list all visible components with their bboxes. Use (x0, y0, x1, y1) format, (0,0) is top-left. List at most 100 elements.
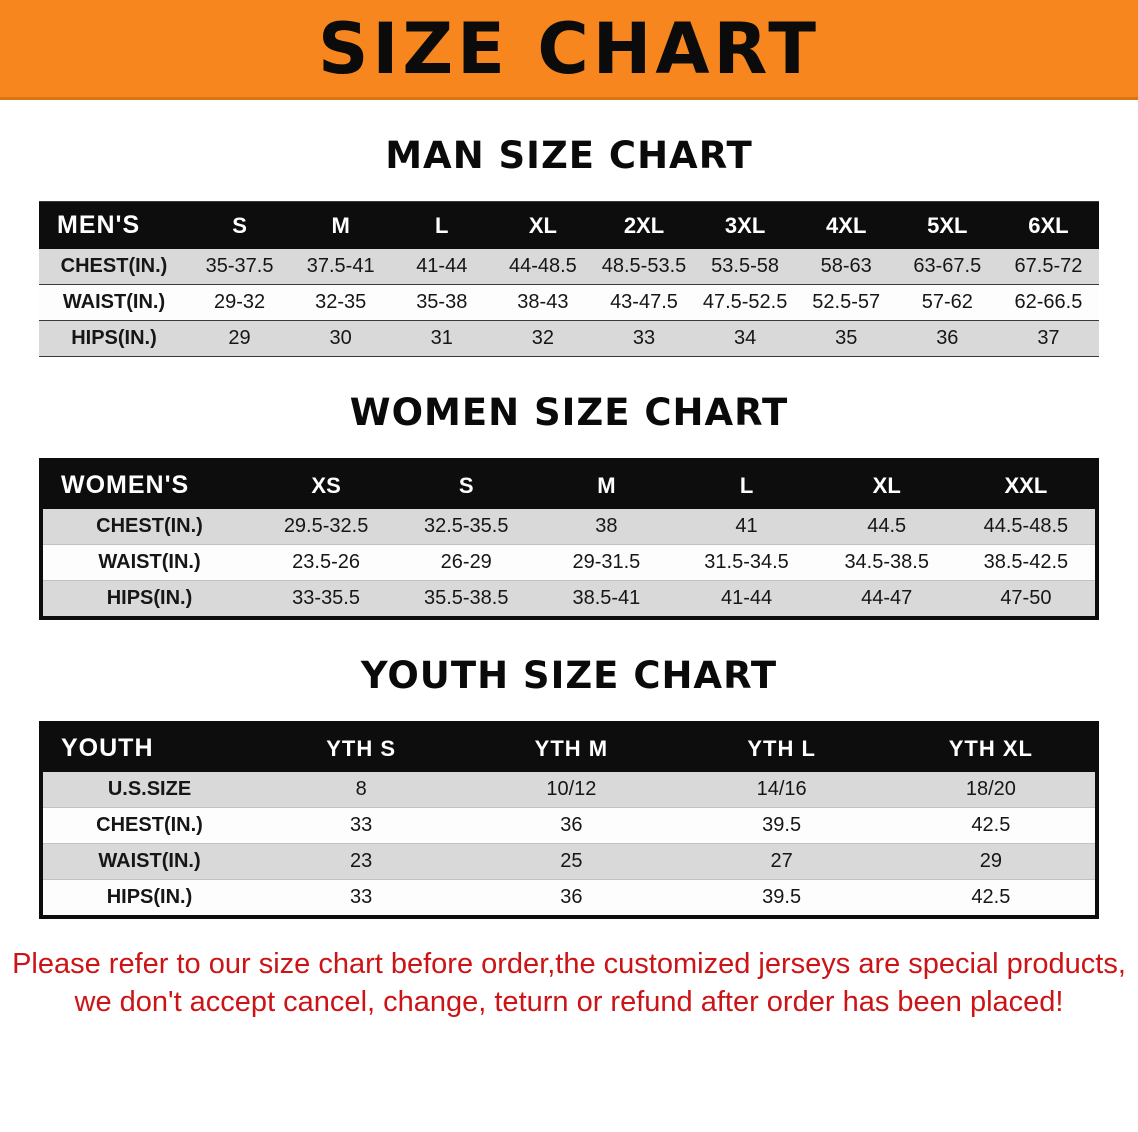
table-header-row: WOMEN'S XS S M L XL XXL (41, 460, 1097, 509)
table-corner-label: YOUTH (41, 723, 256, 772)
table-cell: 67.5-72 (1014, 255, 1083, 277)
column-header: XXL (956, 460, 1097, 509)
table-row: HIPS(IN.) 33-35.5 35.5-38.5 38.5-41 41-44 44-… (41, 580, 1097, 618)
table-row: CHEST(IN.) 33 36 39.5 42.5 (41, 807, 1097, 844)
size-chart-section-0: MAN SIZE CHART MEN'S S M L XL 2XL 3XL 4XL 5XL 6XL C… (0, 134, 1138, 357)
size-table-1: WOMEN'S XS S M L XL XXL CHEST(IN.) 29.5-32.5 32.5… (39, 458, 1099, 620)
notice-line-1: Please refer to our size chart before or… (12, 948, 1126, 980)
table-cell: 35-38 (416, 291, 468, 313)
column-header: YTH M (466, 723, 677, 772)
column-header: YTH XL (886, 723, 1097, 772)
table-row: CHEST(IN.) 29.5-32.5 32.5-35.5 38 41 44.5 44.5… (41, 509, 1097, 545)
notice-line-2: we don't accept cancel, change, teturn o… (74, 986, 1064, 1019)
size-table-0: MEN'S S M L XL 2XL 3XL 4XL 5XL 6XL CHEST(IN.) 35-37… (39, 201, 1099, 357)
table-cell: 34.5-38.5 (844, 551, 929, 573)
size-chart-section-1: WOMEN SIZE CHART WOMEN'S XS S M L XL XXL CHEST(I… (0, 391, 1138, 620)
column-header: L (676, 460, 817, 509)
row-label: WAIST(IN.) (62, 291, 166, 313)
table-cell: 29 (979, 850, 1002, 872)
table-cell: 44-48.5 (508, 255, 577, 277)
column-header: XL (492, 201, 594, 249)
table-cell: 32 (531, 327, 554, 349)
table-cell: 38-43 (517, 291, 569, 313)
table-cell: 8 (355, 778, 367, 800)
table-cell: 36 (560, 886, 583, 908)
table-cell: 36 (936, 327, 959, 349)
size-chart-page: SIZE CHART MAN SIZE CHART MEN'S S M L XL 2XL 3X… (0, 0, 1138, 1022)
table-cell: 35.5-38.5 (423, 587, 509, 609)
table-cell: 36 (560, 814, 583, 836)
table-cell: 14/16 (756, 778, 807, 800)
column-header: M (290, 201, 392, 249)
table-row: U.S.SIZE 8 10/12 14/16 18/20 (41, 772, 1097, 808)
row-label: WAIST(IN.) (98, 551, 201, 573)
table-cell: 27 (770, 850, 793, 872)
table-cell: 39.5 (762, 814, 802, 836)
table-cell: 37.5-41 (306, 255, 375, 277)
table-row: CHEST(IN.) 35-37.5 37.5-41 41-44 44-48.5 48.5… (39, 249, 1099, 285)
footer-notice: Please refer to our size chart before or… (0, 945, 1138, 1022)
table-cell: 26-29 (440, 551, 492, 573)
row-label: CHEST(IN.) (96, 515, 203, 537)
row-label: HIPS(IN.) (106, 587, 193, 609)
column-header: 3XL (694, 201, 796, 249)
row-label: CHEST(IN.) (60, 255, 168, 277)
table-cell: 38.5-42.5 (983, 551, 1069, 573)
table-cell: 33 (350, 814, 373, 836)
table-cell: 35 (835, 327, 858, 349)
table-cell: 33 (350, 886, 373, 908)
table-cell: 29-31.5 (572, 551, 641, 573)
table-row: WAIST(IN.) 29-32 32-35 35-38 38-43 43-47.5 47.… (39, 284, 1099, 321)
table-cell: 33-35.5 (292, 587, 360, 609)
column-header: 6XL (997, 201, 1099, 249)
column-header: S (396, 460, 537, 509)
table-cell: 44.5 (867, 515, 907, 537)
row-label: HIPS(IN.) (106, 886, 193, 908)
table-cell: 44-47 (861, 587, 913, 609)
table-cell: 63-67.5 (913, 255, 982, 277)
table-cell: 41-44 (720, 587, 773, 609)
section-title: WOMEN SIZE CHART (349, 391, 789, 434)
table-cell: 38.5-41 (572, 587, 641, 609)
table-cell: 44.5-48.5 (983, 515, 1069, 537)
table-cell: 38 (595, 515, 618, 537)
column-header: L (391, 201, 493, 249)
table-cell: 43-47.5 (610, 291, 678, 313)
table-cell: 34 (733, 327, 757, 349)
table-cell: 25 (560, 850, 583, 872)
table-cell: 52.5-57 (812, 291, 881, 313)
table-cell: 10/12 (546, 778, 597, 800)
column-header: 2XL (593, 201, 695, 249)
section-title: YOUTH SIZE CHART (360, 654, 778, 697)
table-cell: 29.5-32.5 (283, 515, 369, 537)
table-cell: 47-50 (1000, 587, 1052, 609)
table-cell: 31 (430, 327, 453, 349)
column-header: YTH L (676, 723, 887, 772)
table-cell: 57-62 (921, 291, 973, 313)
column-header: M (536, 460, 677, 509)
table-cell: 37 (1037, 327, 1060, 349)
table-cell: 62-66.5 (1014, 291, 1083, 313)
banner: SIZE CHART (0, 0, 1138, 100)
page-title: SIZE CHART (317, 7, 821, 90)
table-cell: 23.5-26 (292, 551, 360, 573)
column-header: 4XL (795, 201, 897, 249)
size-chart-sections: MAN SIZE CHART MEN'S S M L XL 2XL 3XL 4XL 5XL 6XL C… (0, 134, 1138, 919)
table-cell: 53.5-58 (711, 255, 780, 277)
table-cell: 48.5-53.5 (601, 255, 687, 277)
table-cell: 31.5-34.5 (704, 551, 789, 573)
table-header-row: YOUTH YTH S YTH M YTH L YTH XL (41, 723, 1097, 772)
table-cell: 33 (632, 327, 656, 349)
table-cell: 32.5-35.5 (423, 515, 509, 537)
column-header: S (189, 201, 291, 249)
table-row: WAIST(IN.) 23 25 27 29 (41, 843, 1097, 880)
table-cell: 42.5 (971, 886, 1011, 908)
table-cell: 58-63 (820, 255, 872, 277)
table-cell: 41 (735, 515, 758, 537)
column-header: 5XL (896, 201, 998, 249)
table-cell: 47.5-52.5 (702, 291, 788, 313)
row-label: HIPS(IN.) (71, 327, 157, 349)
table-row: HIPS(IN.) 33 36 39.5 42.5 (41, 879, 1097, 917)
table-corner-label: MEN'S (39, 201, 189, 249)
table-cell: 42.5 (971, 814, 1011, 836)
